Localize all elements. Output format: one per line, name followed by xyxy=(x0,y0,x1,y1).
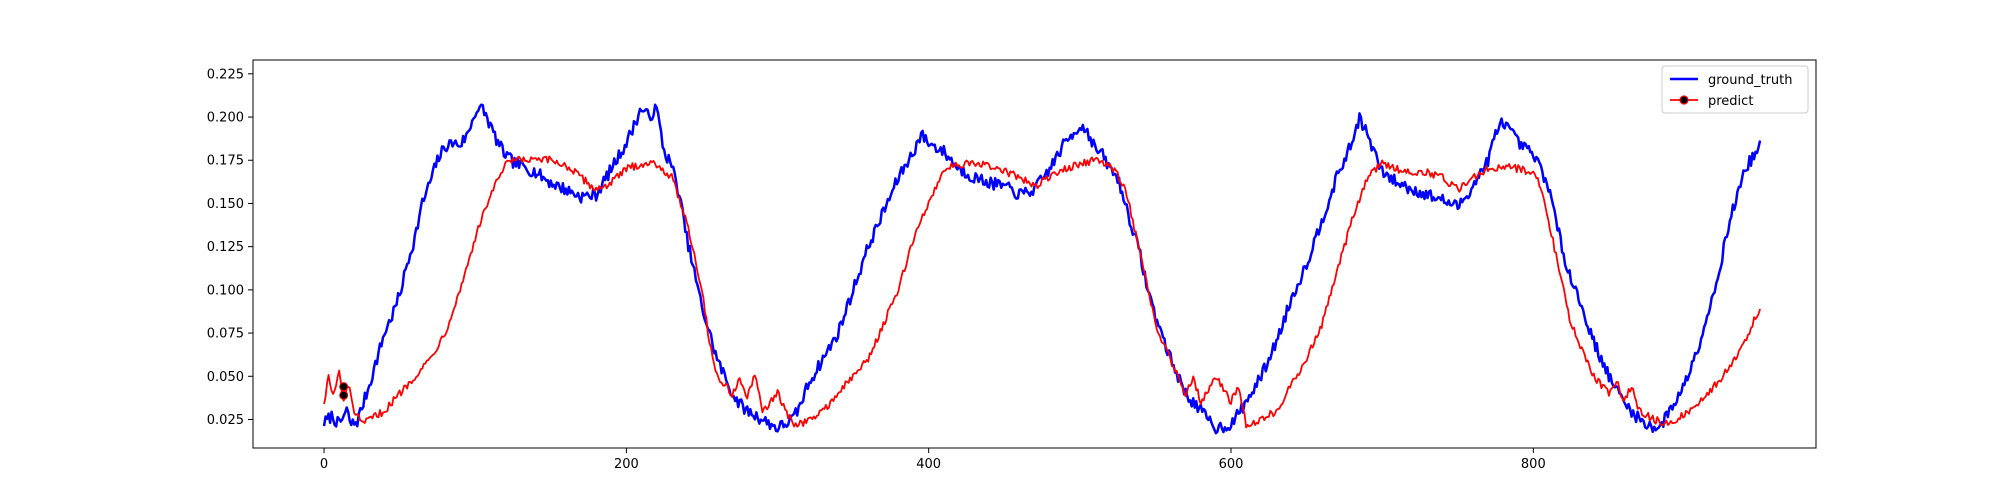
legend-label-ground-truth: ground_truth xyxy=(1708,73,1793,88)
axes-frame xyxy=(252,59,1817,449)
predict-marker-point xyxy=(339,390,349,400)
x-tick-label: 0 xyxy=(320,457,328,472)
x-tick-label: 800 xyxy=(1521,457,1546,472)
legend-box xyxy=(1661,65,1809,114)
series-line-predict xyxy=(323,155,1761,429)
y-tick-label: 0.100 xyxy=(207,283,244,298)
y-tick-label: 0.050 xyxy=(207,370,244,385)
axes: 0 200 400 600 800 0.025 0.050 0.075 0.100 0.125 0.… xyxy=(207,59,1817,472)
y-tick-label: 0.025 xyxy=(207,413,244,428)
x-tick-label: 200 xyxy=(614,457,639,472)
y-tick-label: 0.175 xyxy=(207,154,244,169)
plot-area xyxy=(322,103,1762,435)
x-tick-label: 600 xyxy=(1219,457,1244,472)
x-tick-label: 400 xyxy=(916,457,941,472)
legend-marker-predict xyxy=(1679,95,1689,105)
y-tick-label: 0.125 xyxy=(207,240,244,255)
y-tick-label: 0.200 xyxy=(207,111,244,126)
legend-label-predict: predict xyxy=(1708,94,1753,109)
y-tick-label: 0.075 xyxy=(207,327,244,342)
predict-marker-point xyxy=(339,382,349,392)
y-tick-label: 0.150 xyxy=(207,197,244,212)
y-tick-label: 0.225 xyxy=(207,67,244,82)
